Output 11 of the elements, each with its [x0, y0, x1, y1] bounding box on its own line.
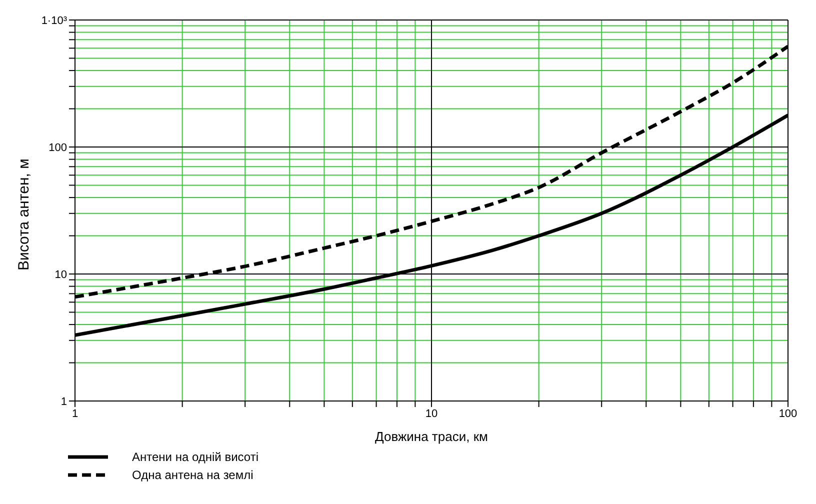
y-tick-label: 1·10³ — [41, 14, 68, 27]
x-axis-title: Довжина траси, км — [375, 429, 488, 444]
x-tick-label: 10 — [425, 408, 438, 420]
x-tick-label: 100 — [778, 408, 798, 420]
legend-label: Одна антена на землі — [132, 468, 254, 482]
x-tick-label: 1 — [72, 408, 78, 420]
y-tick-label: 1 — [60, 396, 67, 408]
y-axis-title: Висота антен, м — [15, 158, 32, 270]
y-tick-label: 100 — [48, 142, 67, 154]
y-tick-label: 10 — [54, 268, 67, 281]
legend-label: Антени на одній висоті — [132, 450, 258, 464]
